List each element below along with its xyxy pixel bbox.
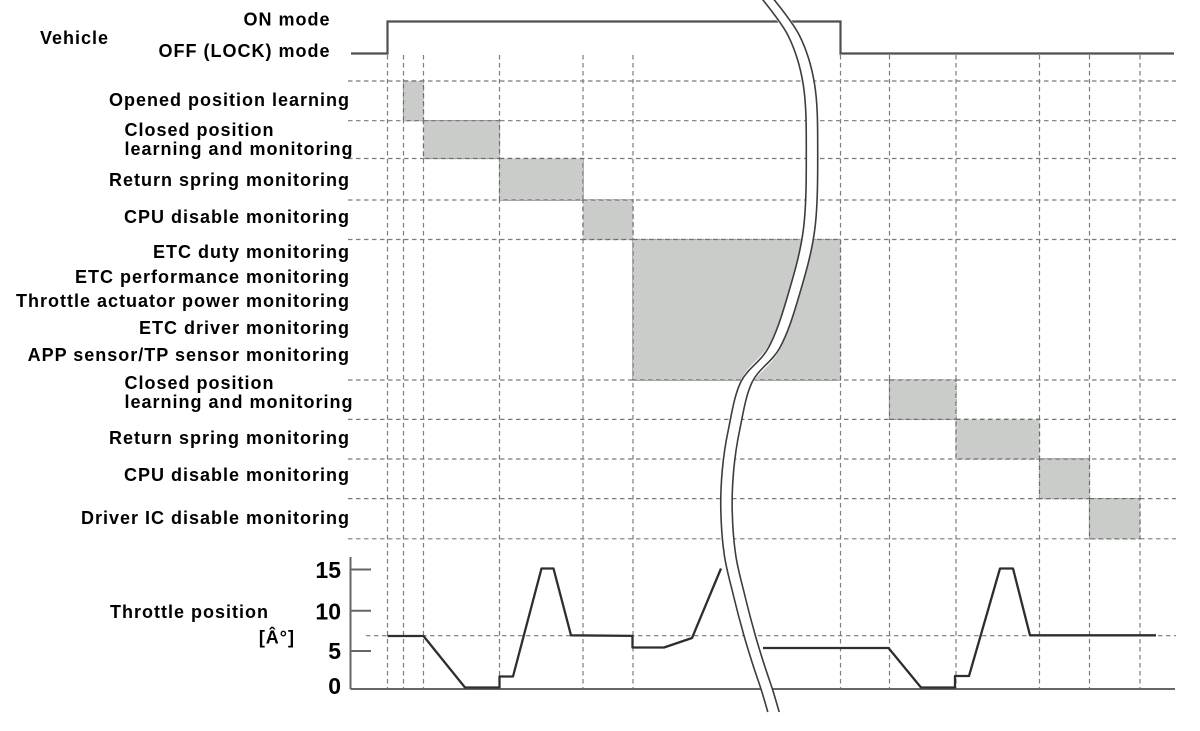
- svg-text:ON mode: ON mode: [243, 10, 330, 30]
- svg-text:ETC performance monitoring: ETC performance monitoring: [75, 267, 350, 287]
- svg-text:APP sensor/TP sensor monitorin: APP sensor/TP sensor monitoring: [28, 345, 350, 365]
- svg-text:Opened position learning: Opened position learning: [109, 90, 350, 110]
- svg-text:learning and monitoring: learning and monitoring: [125, 139, 354, 159]
- svg-text:Vehicle: Vehicle: [40, 28, 109, 48]
- svg-text:Closed position: Closed position: [125, 373, 275, 393]
- svg-text:5: 5: [328, 638, 341, 664]
- svg-text:Closed position: Closed position: [125, 120, 275, 140]
- svg-text:OFF (LOCK) mode: OFF (LOCK) mode: [159, 41, 331, 61]
- svg-text:CPU disable monitoring: CPU disable monitoring: [124, 207, 350, 227]
- svg-text:Driver IC disable monitoring: Driver IC disable monitoring: [81, 508, 350, 528]
- svg-text:10: 10: [315, 599, 341, 625]
- svg-text:Return spring monitoring: Return spring monitoring: [109, 428, 350, 448]
- svg-text:CPU disable monitoring: CPU disable monitoring: [124, 465, 350, 485]
- svg-text:0: 0: [328, 673, 341, 699]
- svg-text:ETC duty monitoring: ETC duty monitoring: [153, 242, 350, 262]
- svg-text:Throttle actuator power monito: Throttle actuator power monitoring: [16, 291, 350, 311]
- svg-text:[Â°]: [Â°]: [259, 627, 295, 648]
- svg-text:Throttle position: Throttle position: [110, 602, 269, 622]
- svg-text:15: 15: [315, 557, 341, 583]
- svg-text:Return spring monitoring: Return spring monitoring: [109, 170, 350, 190]
- svg-text:learning and monitoring: learning and monitoring: [125, 392, 354, 412]
- svg-text:ETC driver monitoring: ETC driver monitoring: [139, 318, 350, 338]
